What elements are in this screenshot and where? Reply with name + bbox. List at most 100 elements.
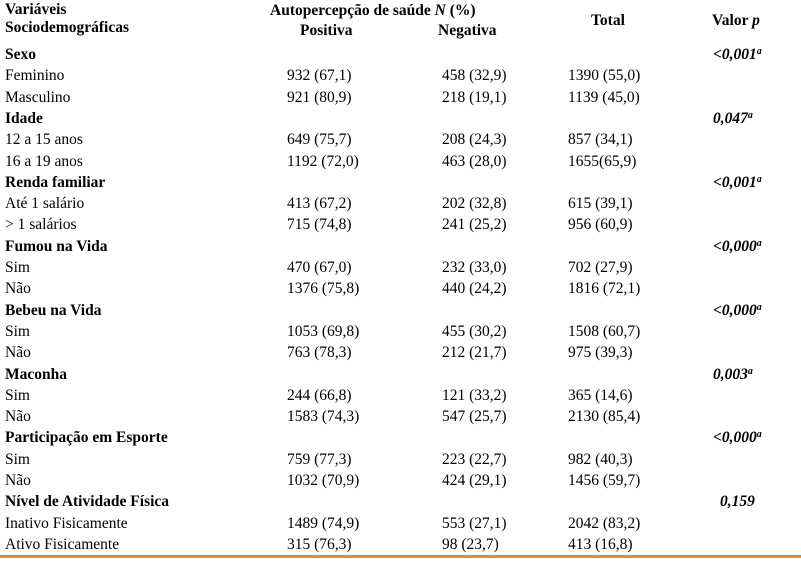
- category-row: Nível de Atividade Física 0,159: [0, 491, 801, 512]
- category-row: Fumou na Vida <0,000a: [0, 236, 801, 257]
- negativa-cell: 218 (19,1): [442, 88, 507, 106]
- table-row: Sim 759 (77,3) 223 (22,7) 982 (40,3): [0, 449, 801, 470]
- header-variables-line2: Sociodemográficas: [5, 19, 129, 36]
- total-cell: 1390 (55,0): [568, 67, 641, 85]
- p-value-footnote-mark: a: [747, 365, 753, 377]
- category-label: Idade: [5, 109, 43, 127]
- p-value: <0,000a: [713, 429, 762, 447]
- positiva-cell: 932 (67,1): [287, 67, 352, 85]
- negativa-cell: 223 (22,7): [442, 450, 507, 468]
- total-cell: 1816 (72,1): [568, 280, 641, 298]
- positiva-cell: 1192 (72,0): [287, 152, 359, 170]
- negativa-cell: 455 (30,2): [442, 322, 507, 340]
- total-cell: 1139 (45,0): [568, 88, 640, 106]
- table-row: 16 a 19 anos 1192 (72,0) 463 (28,0) 1655(65…: [0, 151, 801, 172]
- table-row: Masculino 921 (80,9) 218 (19,1) 1139 (45,0): [0, 87, 801, 108]
- p-value: 0,003a: [713, 365, 753, 383]
- positiva-cell: 315 (76,3): [287, 535, 352, 553]
- p-value-footnote-mark: a: [756, 301, 762, 313]
- category-label: Nível de Atividade Física: [5, 493, 170, 511]
- table-row: Sim 244 (66,8) 121 (33,2) 365 (14,6): [0, 385, 801, 406]
- p-value: <0,001a: [713, 173, 762, 191]
- table-row: > 1 salários 715 (74,8) 241 (25,2) 956 (60,…: [0, 214, 801, 235]
- total-cell: 1508 (60,7): [568, 322, 641, 340]
- positiva-cell: 921 (80,9): [287, 88, 352, 106]
- positiva-cell: 649 (75,7): [287, 131, 352, 149]
- negativa-cell: 241 (25,2): [442, 216, 507, 234]
- table-row: 12 a 15 anos 649 (75,7) 208 (24,3) 857 (34,…: [0, 129, 801, 150]
- category-row: Idade 0,047a: [0, 108, 801, 129]
- row-label: Masculino: [5, 88, 71, 106]
- row-label: Não: [5, 472, 31, 489]
- header-valor-p: Valor p: [712, 12, 760, 29]
- negativa-cell: 121 (33,2): [442, 386, 507, 404]
- total-cell: 413 (16,8): [568, 535, 633, 553]
- category-label: Participação em Esporte: [5, 429, 168, 447]
- row-label: Inativo Fisicamente: [5, 514, 128, 532]
- table-row: Feminino 932 (67,1) 458 (32,9) 1390 (55,0): [0, 65, 801, 86]
- positiva-cell: 1489 (74,9): [287, 514, 360, 532]
- total-cell: 1456 (59,7): [568, 472, 641, 489]
- row-label: Sim: [5, 386, 30, 404]
- positiva-cell: 715 (74,8): [287, 216, 352, 234]
- category-row: Renda familiar <0,001a: [0, 172, 801, 193]
- row-label: 16 a 19 anos: [5, 152, 83, 170]
- row-label: 12 a 15 anos: [5, 131, 83, 149]
- p-value-footnote-mark: a: [747, 109, 753, 121]
- category-label: Sexo: [5, 46, 36, 63]
- negativa-cell: 553 (27,1): [442, 514, 507, 532]
- total-cell: 956 (60,9): [568, 216, 633, 234]
- positiva-cell: 763 (78,3): [287, 344, 352, 362]
- table-row: Sim 1053 (69,8) 455 (30,2) 1508 (60,7): [0, 321, 801, 342]
- category-label: Fumou na Vida: [5, 237, 108, 255]
- positiva-cell: 1053 (69,8): [287, 322, 360, 340]
- header-variables-line1: Variáveis: [5, 1, 67, 18]
- total-cell: 1655(65,9): [568, 152, 637, 170]
- positiva-cell: 413 (67,2): [287, 195, 352, 213]
- total-cell: 702 (27,9): [568, 259, 633, 276]
- category-row: Participação em Esporte <0,000a: [0, 427, 801, 448]
- row-label: Feminino: [5, 67, 65, 85]
- p-value: 0,047a: [713, 109, 753, 127]
- negativa-cell: 547 (25,7): [442, 408, 507, 426]
- table-row: Não 1376 (75,8) 440 (24,2) 1816 (72,1): [0, 278, 801, 299]
- bottom-rule: [0, 555, 801, 558]
- negativa-cell: 463 (28,0): [442, 152, 507, 170]
- header-variables: Variáveis Sociodemográficas: [5, 1, 129, 37]
- header-autopercepcao: Autopercepção de saúde N (%): [270, 2, 476, 19]
- header-negativa: Negativa: [438, 22, 497, 39]
- positiva-cell: 759 (77,3): [287, 450, 352, 468]
- total-cell: 615 (39,1): [568, 195, 633, 213]
- row-label: Não: [5, 344, 31, 362]
- category-label: Maconha: [5, 365, 67, 383]
- category-row: Bebeu na Vida <0,000a: [0, 300, 801, 321]
- negativa-cell: 212 (21,7): [442, 344, 507, 362]
- total-cell: 975 (39,3): [568, 344, 633, 362]
- p-value: <0,000a: [713, 301, 762, 319]
- negativa-cell: 232 (33,0): [442, 259, 507, 276]
- category-row: Sexo <0,001a: [0, 44, 801, 65]
- positiva-cell: 244 (66,8): [287, 386, 352, 404]
- row-label: Sim: [5, 322, 30, 340]
- positiva-cell: 470 (67,0): [287, 259, 352, 276]
- p-value: 0,159: [720, 493, 755, 511]
- positiva-cell: 1032 (70,9): [287, 472, 360, 489]
- row-label: Até 1 salário: [5, 195, 85, 213]
- header-positiva: Positiva: [300, 22, 353, 39]
- row-label: Sim: [5, 259, 30, 276]
- total-cell: 2130 (85,4): [568, 408, 641, 426]
- table-row: Até 1 salário 413 (67,2) 202 (32,8) 615 (39…: [0, 193, 801, 214]
- negativa-cell: 440 (24,2): [442, 280, 507, 298]
- p-value: <0,001a: [713, 46, 762, 63]
- total-cell: 857 (34,1): [568, 131, 633, 149]
- negativa-cell: 208 (24,3): [442, 131, 507, 149]
- negativa-cell: 424 (29,1): [442, 472, 507, 489]
- negativa-cell: 458 (32,9): [442, 67, 507, 85]
- negativa-cell: 202 (32,8): [442, 195, 507, 213]
- row-label: Sim: [5, 450, 30, 468]
- table-row: Inativo Fisicamente 1489 (74,9) 553 (27,1)…: [0, 513, 801, 534]
- row-label: > 1 salários: [5, 216, 77, 234]
- negativa-cell: 98 (23,7): [442, 535, 499, 553]
- table-row: Não 1583 (74,3) 547 (25,7) 2130 (85,4): [0, 406, 801, 427]
